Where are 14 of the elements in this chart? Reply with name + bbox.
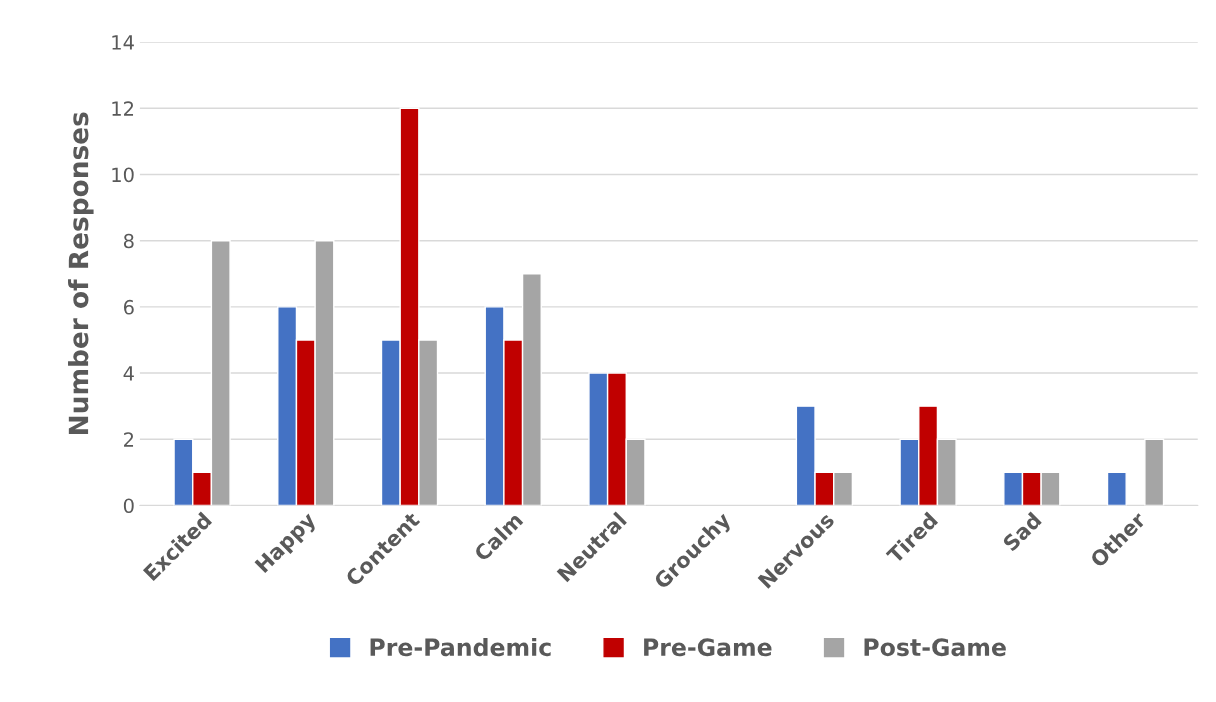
y-tick-label: 12 (112, 101, 134, 116)
y-tick-label: 4 (123, 366, 134, 381)
y-tick-label: 0 (123, 498, 134, 514)
legend-label: Pre-Game (644, 638, 772, 657)
y-tick-label: 2 (124, 432, 134, 447)
legend-label: Post-Game (864, 638, 1006, 657)
legend-label: Pre-Pandemic (370, 637, 551, 657)
bar (1144, 438, 1165, 506)
y-tick-label: 6 (123, 299, 134, 315)
y-tick-label: 10 (112, 167, 134, 183)
y-tick-label: 8 (123, 233, 134, 249)
bar (1106, 471, 1127, 506)
y-tick-label: 14 (112, 35, 134, 50)
y-axis-title: Number of Responses (68, 112, 94, 434)
